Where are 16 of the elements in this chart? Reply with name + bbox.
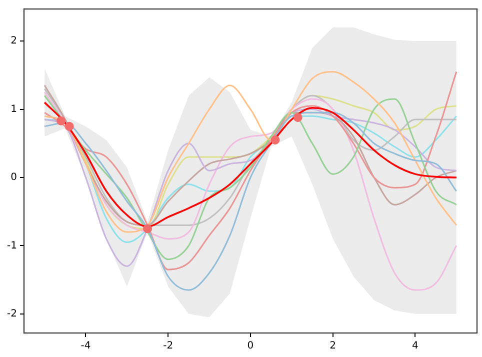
x-tick-label: 4 xyxy=(412,340,418,352)
y-tick-label: -2 xyxy=(6,308,17,320)
point xyxy=(143,224,152,234)
y-tick-label: -1 xyxy=(6,240,17,252)
x-tick-label: -2 xyxy=(163,340,174,352)
line-series xyxy=(44,71,458,270)
point xyxy=(293,112,302,122)
point xyxy=(56,116,66,126)
y-tick-label: 1 xyxy=(10,104,17,115)
y-tick-label: 0 xyxy=(10,172,17,184)
point xyxy=(270,135,280,144)
x-tick-label: -4 xyxy=(80,340,91,352)
x-tick-label: 0 xyxy=(247,340,254,352)
point xyxy=(64,122,74,131)
x-tick-label: 2 xyxy=(330,340,336,352)
y-tick-label: 2 xyxy=(10,36,17,47)
